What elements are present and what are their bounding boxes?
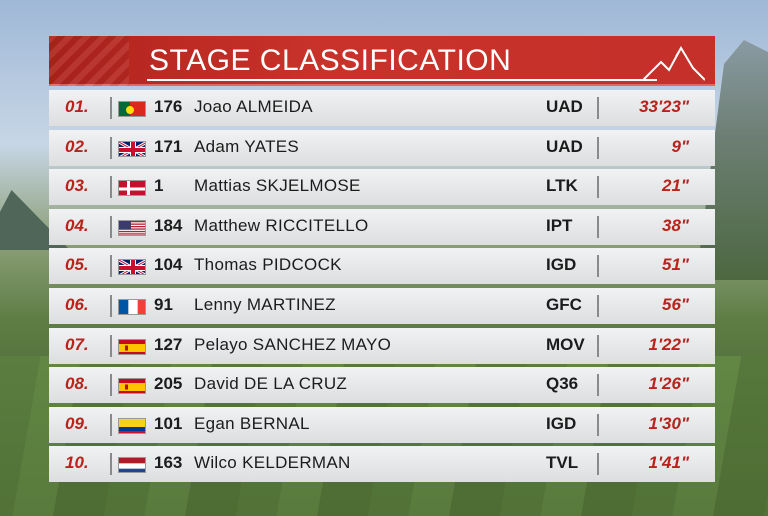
- result-row: 05. 104 Thomas PIDCOCK IGD 51": [49, 248, 715, 285]
- time-gap: 21": [662, 176, 689, 196]
- divider: [597, 453, 599, 476]
- time-gap: 1'41": [648, 453, 689, 473]
- bib-number: 176: [154, 97, 183, 116]
- divider: [110, 255, 112, 278]
- usa-flag-icon: [118, 219, 146, 236]
- team-code: MOV: [546, 334, 585, 354]
- result-row: 07. 127 Pelayo SANCHEZ MAYO MOV 1'22": [49, 327, 715, 364]
- position-label: 01.: [65, 97, 89, 116]
- divider: [597, 413, 599, 436]
- bib-number: 184: [154, 215, 183, 235]
- rider-name: Matthew RICCITELLO: [194, 215, 369, 235]
- portugal-flag-icon: [118, 101, 146, 117]
- position-label: 05.: [65, 255, 89, 275]
- spain-flag-icon: [118, 338, 146, 355]
- uk-flag-icon: [118, 140, 146, 157]
- rider-name: Thomas PIDCOCK: [194, 255, 342, 275]
- team-code: UAD: [546, 136, 583, 156]
- time-gap: 9": [671, 136, 689, 156]
- divider: [110, 97, 112, 119]
- divider: [110, 136, 112, 159]
- result-row: 04. 184 Matthew RICCITELLO IPT 38": [49, 208, 715, 245]
- result-row: 06. 91 Lenny MARTINEZ GFC 56": [49, 287, 715, 324]
- divider: [110, 215, 112, 238]
- result-row: 01. 176 Joao ALMEIDA UAD 33'23": [49, 90, 715, 126]
- time-gap: 38": [662, 215, 689, 235]
- denmark-flag-icon: [118, 180, 146, 197]
- divider: [597, 334, 599, 357]
- uk-flag-icon: [118, 259, 146, 276]
- team-code: IGD: [546, 413, 577, 433]
- rider-name: Egan BERNAL: [194, 413, 310, 433]
- bib-number: 91: [154, 294, 173, 314]
- rider-name: Joao ALMEIDA: [194, 97, 313, 116]
- title-underline: [147, 79, 657, 81]
- position-label: 09.: [65, 413, 89, 433]
- bib-number: 104: [154, 255, 183, 275]
- result-row: 02. 171 Adam YATES UAD 9": [49, 129, 715, 166]
- rider-name: Wilco KELDERMAN: [194, 453, 351, 473]
- divider: [597, 374, 599, 397]
- divider: [597, 136, 599, 159]
- board-title: STAGE CLASSIFICATION: [149, 44, 512, 77]
- divider: [597, 176, 599, 199]
- bib-number: 205: [154, 374, 183, 394]
- team-code: LTK: [546, 176, 578, 196]
- divider: [110, 413, 112, 436]
- time-gap: 1'26": [648, 374, 689, 394]
- time-gap: 51": [662, 255, 689, 275]
- colombia-flag-icon: [118, 417, 146, 434]
- position-label: 04.: [65, 215, 89, 235]
- position-label: 07.: [65, 334, 89, 354]
- divider: [110, 334, 112, 357]
- team-code: UAD: [546, 97, 583, 116]
- divider: [110, 453, 112, 476]
- bib-number: 127: [154, 334, 183, 354]
- netherlands-flag-icon: [118, 457, 146, 474]
- header-pattern: [49, 36, 129, 86]
- divider: [597, 255, 599, 278]
- rider-name: Mattias SKJELMOSE: [194, 176, 361, 196]
- team-code: IPT: [546, 215, 573, 235]
- rider-name: Pelayo SANCHEZ MAYO: [194, 334, 392, 354]
- team-code: Q36: [546, 374, 579, 394]
- position-label: 08.: [65, 374, 89, 394]
- board-header: STAGE CLASSIFICATION: [49, 36, 715, 86]
- time-gap: 1'22": [648, 334, 689, 354]
- time-gap: 1'30": [648, 413, 689, 433]
- divider: [597, 97, 599, 119]
- time-gap: 56": [662, 294, 689, 314]
- france-flag-icon: [118, 298, 146, 315]
- classification-board: STAGE CLASSIFICATION 01. 176 Joao ALMEIDA U…: [49, 36, 715, 486]
- spain-flag-icon: [118, 378, 146, 395]
- team-code: IGD: [546, 255, 577, 275]
- team-code: GFC: [546, 294, 582, 314]
- result-row: 03. 1 Mattias SKJELMOSE LTK 21": [49, 169, 715, 206]
- bib-number: 163: [154, 453, 183, 473]
- rider-name: Lenny MARTINEZ: [194, 294, 336, 314]
- result-row: 08. 205 David DE LA CRUZ Q36 1'26": [49, 367, 715, 404]
- team-code: TVL: [546, 453, 579, 473]
- results-list: 01. 176 Joao ALMEIDA UAD 33'23" 02. 171 Adam YA…: [49, 90, 715, 483]
- bib-number: 101: [154, 413, 183, 433]
- divider: [110, 374, 112, 397]
- position-label: 06.: [65, 294, 89, 314]
- rider-name: David DE LA CRUZ: [194, 374, 348, 394]
- time-gap: 33'23": [639, 97, 689, 116]
- mountain-icon: [643, 45, 705, 81]
- result-row: 10. 163 Wilco KELDERMAN TVL 1'41": [49, 446, 715, 483]
- result-row: 09. 101 Egan BERNAL IGD 1'30": [49, 406, 715, 443]
- divider: [110, 294, 112, 317]
- position-label: 02.: [65, 136, 89, 156]
- bib-number: 171: [154, 136, 183, 156]
- bib-number: 1: [154, 176, 164, 196]
- position-label: 10.: [65, 453, 89, 473]
- divider: [597, 294, 599, 317]
- divider: [597, 215, 599, 238]
- rider-name: Adam YATES: [194, 136, 300, 156]
- position-label: 03.: [65, 176, 89, 196]
- divider: [110, 176, 112, 199]
